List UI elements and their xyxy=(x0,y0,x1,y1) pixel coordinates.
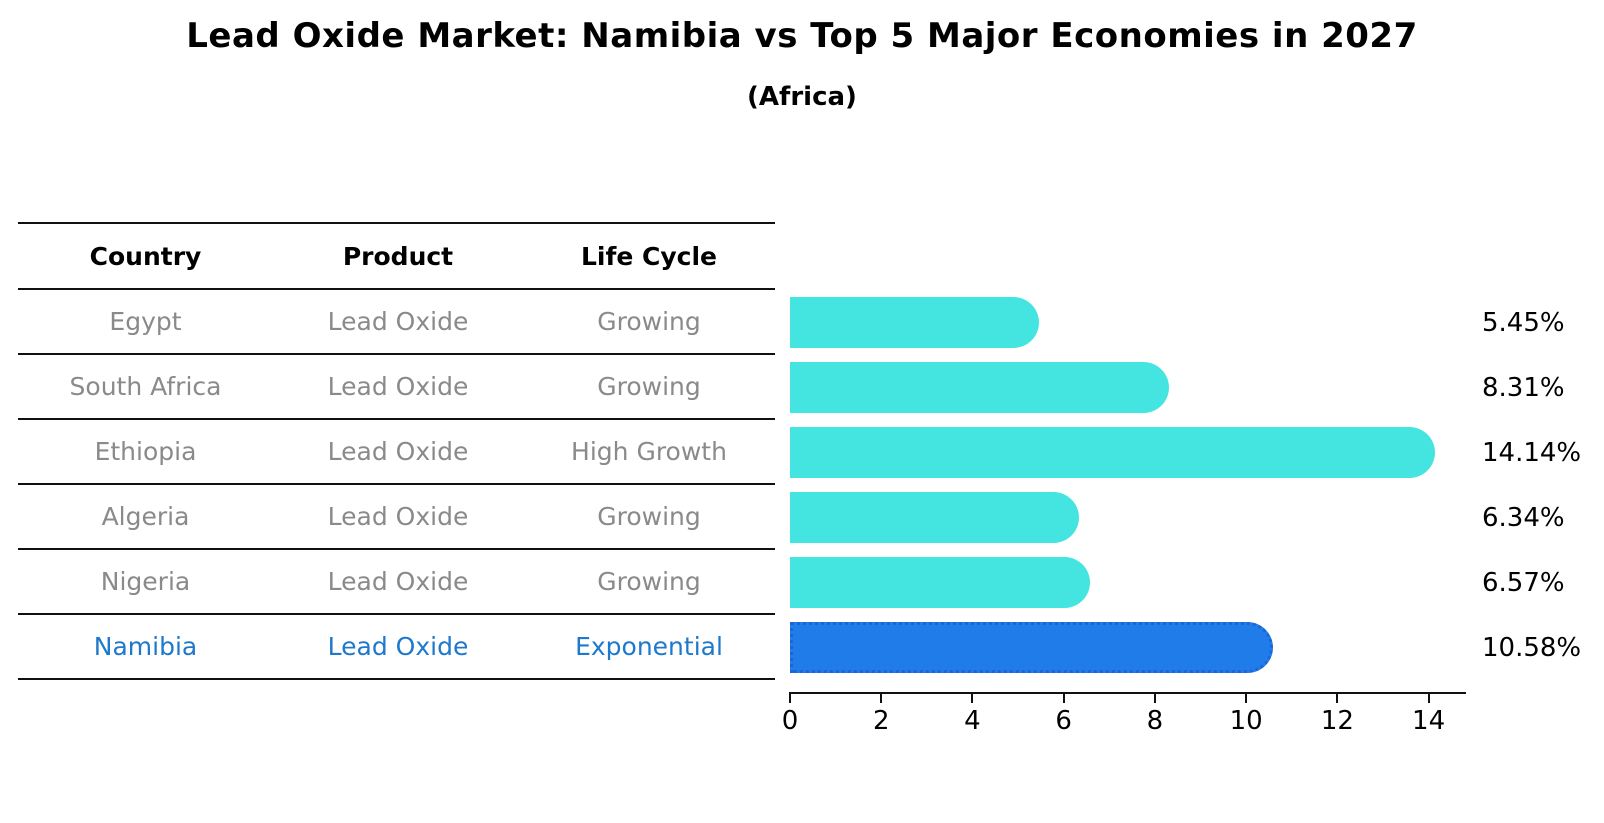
x-tick-mark-10 xyxy=(1245,692,1248,703)
product-cell: Lead Oxide xyxy=(327,502,469,531)
x-tick-label-8: 8 xyxy=(1146,706,1164,736)
table-row-nigeria: Nigeria Lead Oxide Growing xyxy=(18,550,775,615)
x-tick-label-10: 10 xyxy=(1229,706,1263,736)
life-cycle-cell: Growing xyxy=(597,372,701,401)
bar-namibia xyxy=(790,622,1273,673)
x-tick-label-2: 2 xyxy=(872,706,890,736)
x-tick-mark-0 xyxy=(789,692,791,703)
x-tick-mark-2 xyxy=(880,692,883,703)
x-tick-label-0: 0 xyxy=(781,706,799,736)
value-label-south-africa: 8.31% xyxy=(1482,372,1565,403)
x-tick-mark-12 xyxy=(1336,692,1339,703)
value-label-nigeria: 6.57% xyxy=(1482,567,1565,598)
product-cell: Lead Oxide xyxy=(327,632,469,661)
x-axis-line xyxy=(789,692,1466,694)
product-cell: Lead Oxide xyxy=(327,372,469,401)
life-cycle-cell: Growing xyxy=(597,307,701,336)
x-tick-mark-4 xyxy=(971,692,974,703)
table-row-egypt: Egypt Lead Oxide Growing xyxy=(18,290,775,355)
country-cell: Algeria xyxy=(101,502,190,531)
value-label-egypt: 5.45% xyxy=(1482,307,1565,338)
country-cell: Nigeria xyxy=(100,567,191,596)
x-tick-mark-14 xyxy=(1427,692,1430,703)
product-cell: Lead Oxide xyxy=(327,567,469,596)
bar-south-africa xyxy=(790,362,1169,413)
table-header-product: Product xyxy=(342,241,454,271)
life-cycle-cell: Exponential xyxy=(575,632,723,661)
bar-egypt xyxy=(790,297,1039,348)
table-row-namibia: Namibia Lead Oxide Exponential xyxy=(18,615,775,680)
value-label-namibia: 10.58% xyxy=(1482,632,1582,663)
life-cycle-cell: Growing xyxy=(597,567,701,596)
country-cell: Namibia xyxy=(93,632,198,661)
table-body: Egypt Lead Oxide Growing South Africa Lead O… xyxy=(18,290,775,680)
life-cycle-cell: High Growth xyxy=(571,437,727,466)
product-cell: Lead Oxide xyxy=(327,437,469,466)
x-tick-label-6: 6 xyxy=(1055,706,1072,736)
chart-title: Lead Oxide Market: Namibia vs Top 5 Majo… xyxy=(186,16,1418,56)
bar-algeria xyxy=(790,492,1079,543)
table-header-life-cycle: Life Cycle xyxy=(580,241,718,271)
country-cell: Ethiopia xyxy=(94,437,197,466)
chart-subtitle: (Africa) xyxy=(747,82,857,112)
country-cell: South Africa xyxy=(69,372,222,401)
value-label-ethiopia: 14.14% xyxy=(1482,437,1582,468)
x-tick-mark-8 xyxy=(1153,692,1156,703)
x-tick-label-14: 14 xyxy=(1412,706,1446,736)
x-tick-label-12: 12 xyxy=(1320,706,1354,736)
product-cell: Lead Oxide xyxy=(327,307,469,336)
value-label-algeria: 6.34% xyxy=(1482,502,1565,533)
table-header-country: Country xyxy=(89,241,202,271)
x-tick-label-4: 4 xyxy=(964,706,981,736)
country-cell: Egypt xyxy=(109,307,182,336)
table-row-algeria: Algeria Lead Oxide Growing xyxy=(18,485,775,550)
table-row-ethiopia: Ethiopia Lead Oxide High Growth xyxy=(18,420,775,485)
bar-nigeria xyxy=(790,557,1090,608)
x-tick-mark-6 xyxy=(1062,692,1065,703)
table-header-row: Country Product Life Cycle xyxy=(18,222,775,290)
table-row-south-africa: South Africa Lead Oxide Growing xyxy=(18,355,775,420)
life-cycle-cell: Growing xyxy=(597,502,701,531)
bar-ethiopia xyxy=(790,427,1435,478)
country-table: Country Product Life Cycle Egypt Lead Oxide… xyxy=(18,222,775,680)
